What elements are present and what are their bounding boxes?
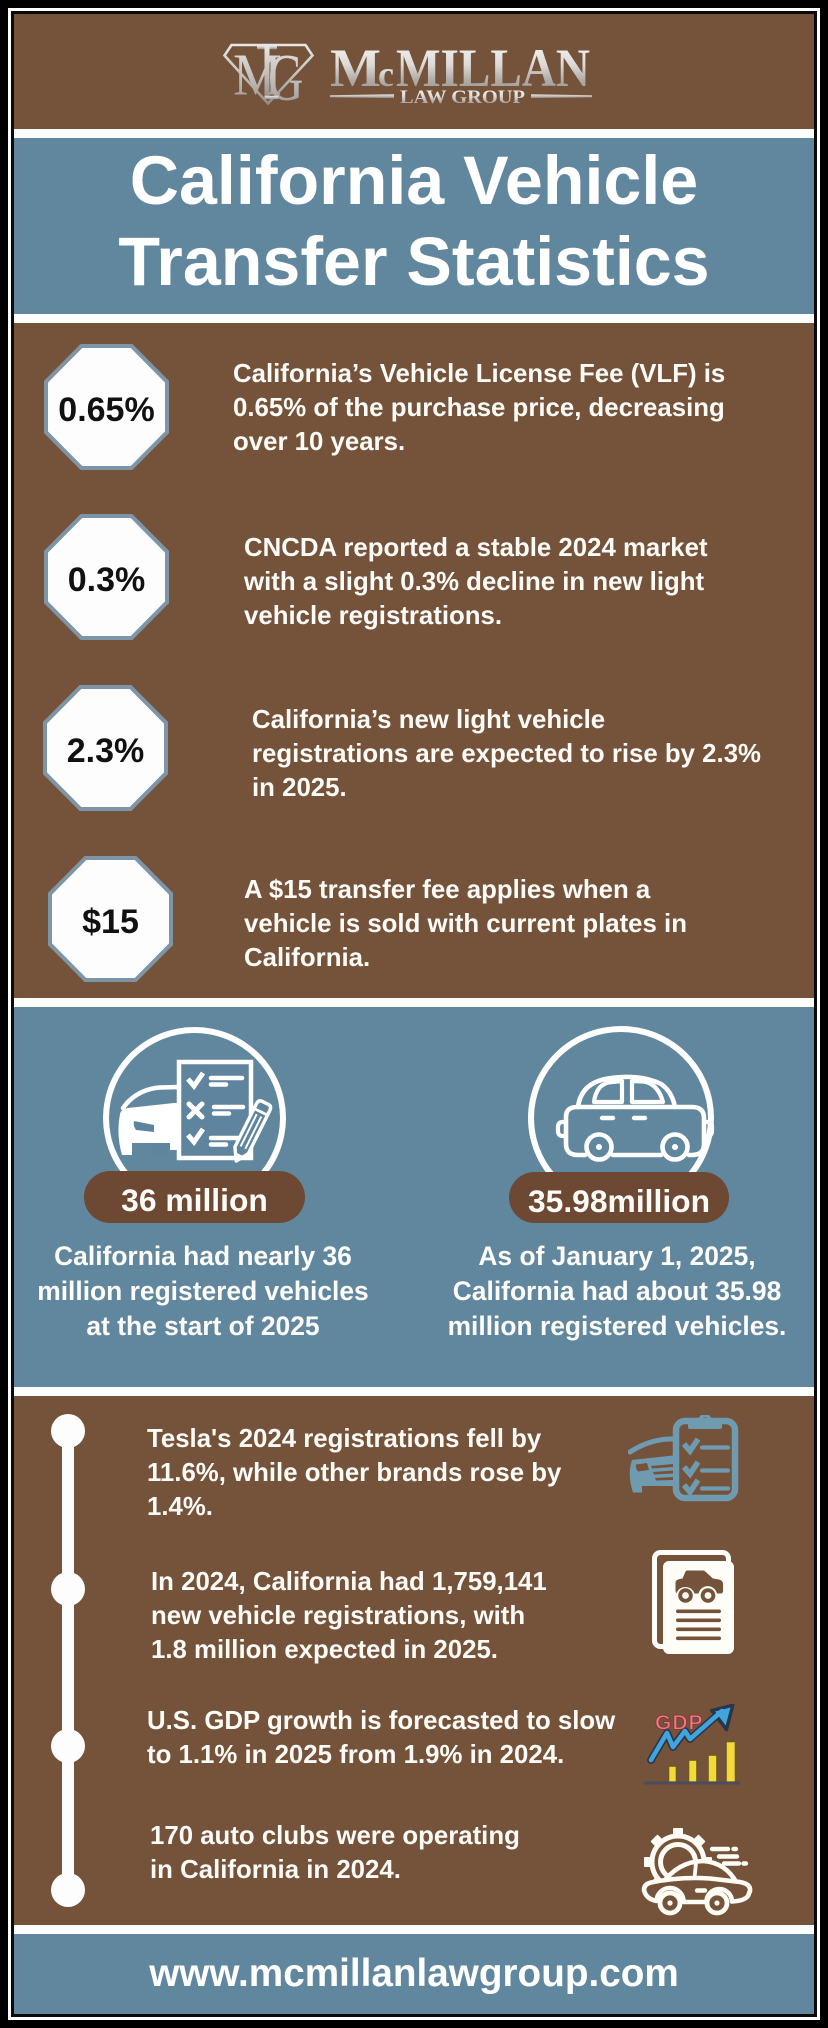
svg-text:GDP: GDP	[655, 1712, 704, 1735]
svg-text:M: M	[330, 38, 381, 98]
svg-text:MILLAN: MILLAN	[396, 38, 590, 98]
svg-text:c: c	[378, 54, 394, 94]
svg-text:LAW GROUP: LAW GROUP	[400, 87, 525, 108]
svg-text:G: G	[268, 41, 303, 115]
